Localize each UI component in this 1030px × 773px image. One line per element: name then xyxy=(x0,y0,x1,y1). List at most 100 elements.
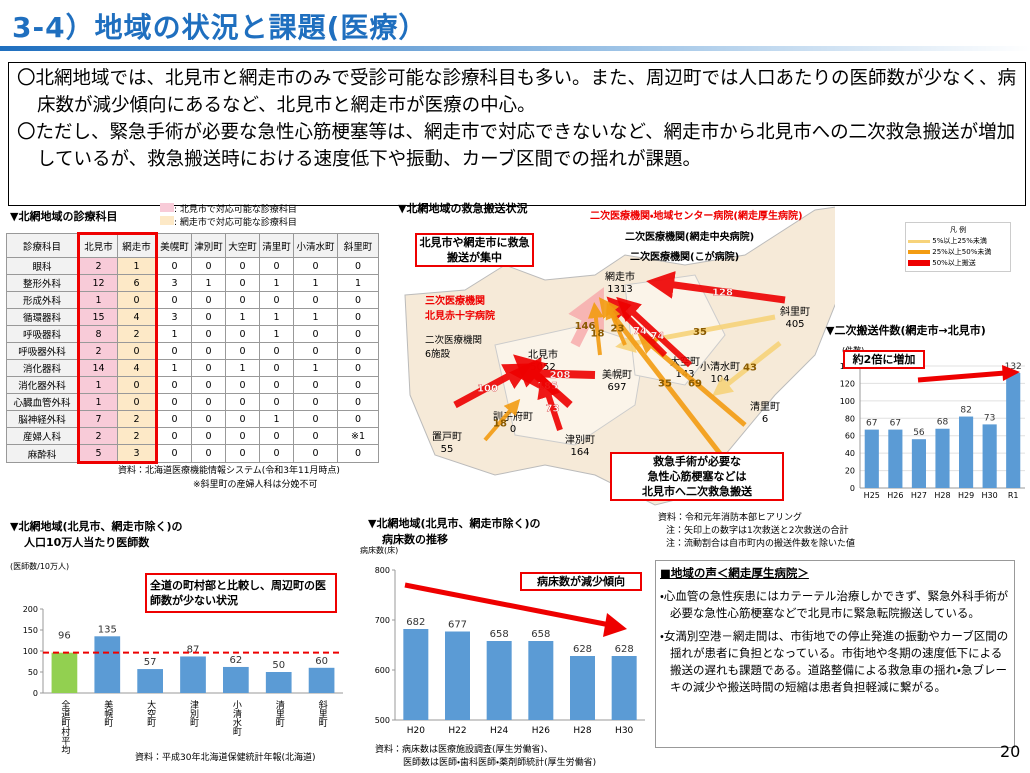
table-cell: 0 xyxy=(191,342,226,360)
table-cell: 0 xyxy=(293,376,338,394)
legend-text: 50%以上搬送 xyxy=(932,259,976,267)
voice-paragraph: ・心血管の急性疾患にはカテーテル治療しかできず、緊急外科手術が必要な急性心筋梗塞… xyxy=(660,589,1009,620)
table-cell: 1 xyxy=(117,257,158,275)
map-region xyxy=(624,274,726,386)
table-cell: 0 xyxy=(191,308,226,326)
table-cell: 1 xyxy=(259,308,294,326)
bar xyxy=(180,656,206,693)
chart-title: ▼北網地域(北見市、網走市除く)の 人口10万人当たり医師数 xyxy=(10,518,183,550)
town-name: 清里町 xyxy=(750,400,780,413)
flow-arrow xyxy=(605,302,627,346)
x-tick-label: 津別町 xyxy=(188,700,199,727)
table-cell: 0 xyxy=(259,359,294,377)
table-cell: 1 xyxy=(225,308,260,326)
bar xyxy=(888,429,903,488)
value-label: 96 xyxy=(58,631,71,642)
value-label: 677 xyxy=(448,620,467,631)
town-value: 1313 xyxy=(607,284,632,295)
town-name: 網走市 xyxy=(605,270,635,283)
chart-title: ▼北網地域(北見市、網走市除く)の 病床数の推移 xyxy=(368,515,541,547)
flow-arrow xyxy=(453,363,533,409)
y-tick-label: 0 xyxy=(33,689,38,698)
legend-item: 25%以上50%未満 xyxy=(908,247,1008,258)
table-cell: 1 xyxy=(156,325,192,343)
bar xyxy=(570,656,595,720)
table-cell: 0 xyxy=(259,257,294,275)
table-cell: 0 xyxy=(337,257,379,275)
value-label: 132 xyxy=(1005,362,1022,372)
table-cell: 1 xyxy=(156,359,192,377)
table-row: 麻酔科 5 3 0 0 0 0 0 0 xyxy=(6,444,379,464)
table-row: 消化器外科 1 0 0 0 0 0 0 0 xyxy=(6,376,379,394)
table-note: ※斜里町の産婦人科は分娩不可 xyxy=(193,480,318,490)
table-cell: 0 xyxy=(156,257,192,275)
table-cell: 脳神経外科 xyxy=(6,410,79,428)
table-cell: 1 xyxy=(77,291,118,309)
x-tick-label: 大空町 xyxy=(145,699,156,727)
table-cell: 0 xyxy=(337,308,379,326)
y-tick-label: 60 xyxy=(845,432,855,441)
table-cell: 0 xyxy=(225,257,260,275)
table-header-cell: 小清水町 xyxy=(293,233,338,258)
table-cell: 2 xyxy=(117,410,158,428)
table-cell: 0 xyxy=(156,427,192,445)
x-tick-label: 全道町村平均 xyxy=(59,699,70,755)
bar xyxy=(911,439,926,488)
map-label: 二次医療機関(網走中央病院) xyxy=(625,232,755,243)
map-title: ▼北網地域の救急搬送状況 xyxy=(398,202,528,215)
chart-annotation: 約2倍に増加 xyxy=(843,350,925,369)
x-tick-label: H29 xyxy=(958,491,974,500)
table-cell: 3 xyxy=(117,444,158,464)
y-axis-label: (医師数/10万人) xyxy=(10,561,69,571)
y-tick-label: 600 xyxy=(375,666,390,675)
table-header-row: 診療科目 北見市 網走市 美幌町 津別町 大空町 清里町 小清水町 斜里町 xyxy=(6,232,379,258)
x-tick-label: H27 xyxy=(911,491,927,500)
bar xyxy=(265,672,292,693)
town-name: 置戸町 xyxy=(432,431,462,443)
flow-label: 43 xyxy=(743,363,757,374)
value-label: 60 xyxy=(315,656,328,667)
flow-arrow xyxy=(598,297,727,462)
flow-arrow xyxy=(712,341,782,397)
table-cell: 1 xyxy=(259,410,294,428)
table-cell: 0 xyxy=(191,359,226,377)
map-label: 二次医療機関 6施設 xyxy=(425,335,483,360)
bar xyxy=(1006,372,1021,488)
table-cell: 0 xyxy=(225,410,260,428)
flow-label: 74 xyxy=(651,331,665,342)
chart-source: 資料：病床数は医療施設調査(厚生労働省)、 医師数は医師・歯科医師・薬剤師統計(厚… xyxy=(375,744,596,770)
table-cell: 1 xyxy=(191,274,226,292)
table-cell: 呼吸器科 xyxy=(6,325,79,343)
map: 網走市1313斜里町405美幌町697大空町143小清水町104清里町6北見市5… xyxy=(404,206,835,506)
chart-source: 資料：平成30年北海道保健統計年報(北海道) xyxy=(135,753,316,763)
table-cell: 1 xyxy=(259,274,294,292)
table-cell: 0 xyxy=(191,393,226,411)
y-tick-label: 150 xyxy=(23,626,38,635)
town-value: 164 xyxy=(570,447,589,458)
table-cell: 1 xyxy=(293,274,338,292)
table-cell: 0 xyxy=(117,342,158,360)
table-cell: 0 xyxy=(293,410,338,428)
table-cell: 0 xyxy=(117,393,158,411)
table-legend: : 北見市で対応可能な診療科目 xyxy=(160,203,297,217)
x-tick-label: H30 xyxy=(982,491,998,500)
table-cell: 0 xyxy=(225,274,260,292)
table-cell: 0 xyxy=(337,393,379,411)
table-header-cell: 網走市 xyxy=(117,232,158,258)
page-number: 20 xyxy=(1000,742,1021,761)
x-tick-label: H30 xyxy=(615,726,633,736)
map-label: 二次医療機関・地域センター病院(網走厚生病院) xyxy=(590,211,803,222)
table-cell: 1 xyxy=(225,359,260,377)
table-cell: 2 xyxy=(77,342,118,360)
table-cell: 5 xyxy=(77,444,118,464)
table-cell: 2 xyxy=(77,257,118,275)
value-label: 67 xyxy=(890,419,901,429)
bar xyxy=(486,641,512,720)
source-line: 注：矢印上の数字は1次救送と2次救送の合計 xyxy=(666,526,849,536)
x-tick-label: H28 xyxy=(934,491,950,500)
map-legend: 凡 例 5%以上25%未満 25%以上50%未満 50%以上搬送 xyxy=(905,222,1011,272)
table-cell: 産婦人科 xyxy=(6,427,79,445)
intro-box: 〇北網地域では、北見市と網走市のみで受診可能な診療科目も多い。また、周辺町では人… xyxy=(8,62,1026,206)
table-cell: 循環器科 xyxy=(6,308,79,326)
